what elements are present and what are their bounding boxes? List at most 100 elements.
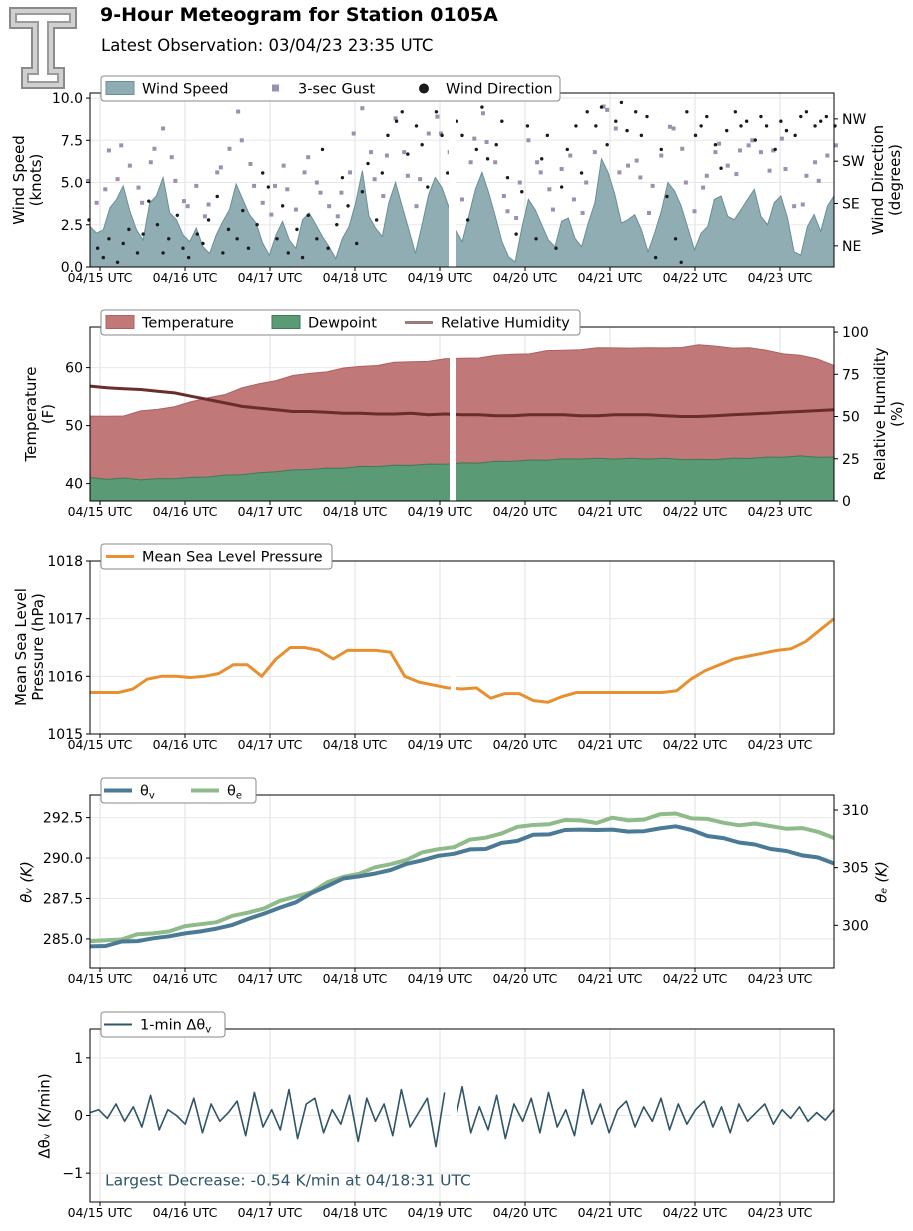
gust-point [671, 126, 676, 131]
y-axis-label-line: Mean Sea Level [12, 588, 30, 706]
panel-thermo: 04/15 UTC 04/16 UTC 04/17 UTC 04/18 UTC 04/1… [65, 325, 869, 519]
gust-point [194, 183, 199, 188]
direction-point [804, 110, 809, 114]
y-tick-label: 1015 [47, 727, 83, 743]
x-tick-label: 04/22 UTC [663, 270, 728, 285]
gust-point [306, 155, 311, 160]
direction-point [186, 255, 191, 260]
gust-point [426, 131, 431, 136]
gust-point [571, 197, 576, 202]
legend-swatch [272, 84, 279, 92]
x-tick-label: 04/20 UTC [493, 1205, 558, 1220]
y-axis-label: θᵥ (K) [18, 861, 36, 903]
direction-point [440, 133, 444, 138]
panel-wind: 04/15 UTC 04/16 UTC 04/17 UTC 04/18 UTC 04/1… [52, 91, 867, 285]
x-tick-label: 04/18 UTC [323, 971, 388, 986]
direction-point [107, 237, 111, 241]
direction-point [315, 237, 319, 241]
series-theta-v [89, 824, 835, 949]
direction-point [699, 124, 703, 128]
direction-point [625, 128, 629, 133]
direction-point [374, 218, 379, 222]
y-axis-label: Temperature (F) [22, 366, 57, 462]
direction-point [446, 171, 450, 175]
gust-point [393, 116, 398, 121]
gust-point [535, 160, 540, 165]
x-tick-label: 04/19 UTC [408, 971, 473, 986]
y-tick-label: 1018 [47, 554, 83, 570]
x-tick-label: 04/15 UTC [68, 971, 133, 986]
gust-point [767, 168, 772, 173]
direction-point [255, 222, 259, 227]
gust-point [704, 173, 709, 178]
gust-point [86, 178, 90, 183]
legend-swatch [105, 81, 135, 95]
gust-point [236, 109, 241, 114]
legend-label: Relative Humidity [441, 316, 570, 332]
gust-point [584, 180, 589, 185]
direction-point [540, 157, 544, 161]
direction-point [534, 237, 538, 241]
y-tick-label: 285.0 [43, 932, 83, 948]
y2-tick-label: NE [842, 239, 861, 255]
y2-axis-label-line: Relative Humidity [871, 347, 889, 480]
gust-point [825, 153, 830, 158]
gust-point [792, 204, 797, 209]
x-tick-label: 04/18 UTC [323, 270, 388, 285]
gust-point [505, 209, 510, 214]
direction-point [799, 114, 803, 119]
direction-point [355, 241, 359, 246]
direction-point [215, 194, 219, 199]
direction-point [320, 147, 325, 152]
legend-box [100, 543, 333, 570]
x-tick-label: 04/22 UTC [663, 971, 728, 986]
gust-point [414, 204, 419, 209]
gust-point [136, 185, 141, 190]
gust-point [605, 107, 610, 112]
direction-point [614, 119, 618, 123]
y2-tick-label: NW [842, 112, 866, 128]
gust-point [106, 148, 111, 153]
x-tick-label: 04/15 UTC [68, 504, 133, 519]
x-tick-label: 04/16 UTC [153, 1205, 218, 1220]
direction-point [559, 185, 564, 189]
gust-point [372, 177, 377, 182]
gust-point [402, 150, 407, 155]
gust-point [692, 209, 697, 214]
gust-point [638, 175, 643, 180]
gust-point [360, 106, 365, 111]
direction-point [95, 246, 100, 250]
direction-point [161, 251, 165, 255]
plot-frame [89, 560, 835, 735]
gust-point [493, 160, 498, 165]
y-tick-label: 5.0 [61, 176, 83, 192]
x-tick-label: 04/23 UTC [748, 737, 813, 752]
gust-point [260, 200, 265, 205]
direction-point [175, 213, 180, 217]
y-tick-label: 287.5 [43, 891, 83, 907]
gust-point [592, 150, 597, 155]
legend-label: Wind Speed [142, 82, 229, 98]
x-tick-label: 04/22 UTC [663, 504, 728, 519]
y-tick-label: 1017 [47, 612, 83, 628]
direction-point [659, 147, 663, 152]
direction-point [545, 133, 550, 138]
y2-axis-label: Wind Direction (degrees) [869, 125, 904, 235]
direction-point [460, 133, 464, 138]
x-tick-label: 04/18 UTC [323, 504, 388, 519]
y2-tick-label: 50 [842, 410, 860, 426]
x-tick-label: 04/17 UTC [238, 737, 303, 752]
gust-point [185, 204, 190, 209]
y-axis-label-text: θᵥ (K) [18, 861, 36, 903]
y2-tick-label: 0 [842, 494, 851, 510]
gust-point [472, 136, 477, 141]
direction-point [135, 251, 140, 255]
gust-point [647, 210, 651, 215]
gust-point [460, 197, 464, 202]
gust-point [140, 200, 145, 205]
direction-point [206, 218, 211, 222]
gust-point [103, 187, 108, 192]
y-axis-label-line: Wind Speed [10, 135, 28, 225]
legend-box [100, 777, 257, 804]
direction-point [725, 128, 729, 133]
